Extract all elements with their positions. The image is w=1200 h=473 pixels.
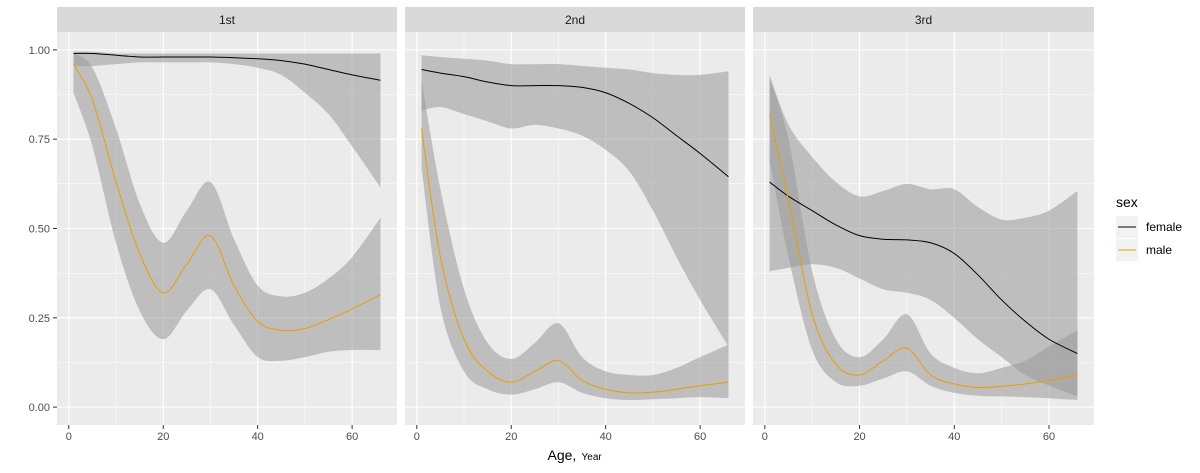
panel-2nd-x-tick-label: 60	[694, 431, 706, 443]
panel-3rd-x-tick-label: 0	[762, 431, 768, 443]
panel-2nd-band-female	[421, 55, 729, 347]
x-axis-title-unit: Year	[582, 452, 603, 463]
legend-title: sex	[1116, 194, 1138, 210]
panel-1st-strip-label: 1st	[219, 13, 236, 27]
panel-3rd-x-tick-label: 20	[853, 431, 865, 443]
panel-3rd-band-female	[769, 74, 1078, 397]
panel-1st-band-male	[73, 53, 381, 362]
panel-3rd-x-tick-label: 60	[1043, 431, 1055, 443]
y-tick-label: 0.50	[29, 224, 50, 236]
panel-2nd-line-female	[421, 69, 729, 178]
panel-1st-strip	[57, 7, 397, 32]
panel-3rd-strip-label: 3rd	[915, 13, 932, 27]
legend-label-female: female	[1146, 220, 1182, 234]
y-tick-label: 0.75	[29, 134, 50, 146]
panel-2nd-strip	[405, 7, 745, 32]
panel-2nd-line-male	[421, 128, 729, 394]
panel-3rd-line-female	[769, 181, 1078, 354]
legend-label-male: male	[1146, 243, 1172, 257]
panel-1st-band-female	[73, 51, 381, 188]
panel-1st-x-tick-label: 60	[346, 431, 358, 443]
panel-1st-line-male	[73, 63, 381, 332]
y-tick-label: 0.00	[29, 402, 50, 414]
panel-1st-x-tick-label: 40	[252, 431, 264, 443]
panel-2nd-x-tick-label: 20	[505, 431, 517, 443]
panel-2nd-strip-label: 2nd	[565, 13, 585, 27]
y-tick-label: 1.00	[29, 45, 50, 57]
panel-1st-x-tick-label: 0	[66, 431, 72, 443]
panel-2nd-x-tick-label: 40	[600, 431, 612, 443]
panel-1st-line-female	[73, 52, 381, 81]
x-axis-title: Age,	[548, 447, 577, 463]
panel-3rd-strip	[753, 7, 1094, 32]
panel-2nd-band-male	[421, 80, 729, 401]
panel-2nd-x-tick-label: 0	[414, 431, 420, 443]
panel-3rd-x-tick-label: 40	[948, 431, 960, 443]
y-tick-label: 0.25	[29, 313, 50, 325]
panel-1st-x-tick-label: 20	[157, 431, 169, 443]
panel-3rd-band-male	[769, 78, 1078, 400]
panel-3rd-line-male	[769, 114, 1078, 389]
